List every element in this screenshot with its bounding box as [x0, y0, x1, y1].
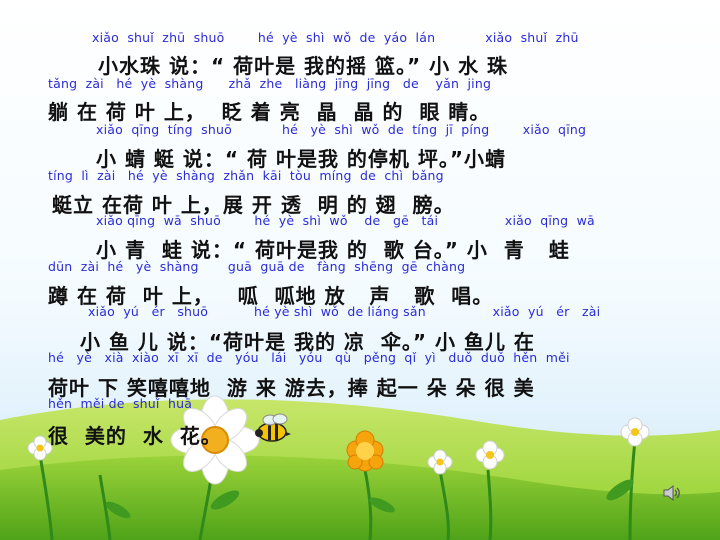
- pinyin-line: hé yè xià xiào xī xī de yóu lái yóu qù p…: [48, 350, 570, 365]
- leaves: [105, 479, 634, 519]
- pinyin-line: tǎng zài hé yè shàng zhǎ zhe liàng jīng …: [48, 76, 492, 91]
- flower-icon: [170, 395, 260, 485]
- pinyin-line: xiǎo qīng wā shuō hé yè shì wǒ de gē tái…: [96, 213, 595, 228]
- hanzi-line: 荷叶 下 笑嘻嘻地 游 来 游去，捧 起一 朵 朵 很 美: [48, 376, 535, 400]
- hanzi-line: 很 美的 水 花。: [48, 424, 222, 448]
- hanzi-line: 小 鱼 儿 说：“荷叶是 我的 凉 伞。” 小 鱼儿 在: [80, 330, 535, 354]
- pinyin-line: dūn zài hé yè shàng guā guā de fàng shēn…: [48, 259, 466, 274]
- hanzi-line: 蜓立 在荷 叶 上，展 开 透 明 的 翅 膀。: [52, 193, 455, 217]
- hanzi-line: 蹲 在 荷 叶 上， 呱 呱地 放 声 歌 唱。: [48, 284, 494, 308]
- speaker-icon[interactable]: [662, 483, 682, 503]
- pinyin-line: xiǎo qīng tíng shuō hé yè shì wǒ de tíng…: [96, 122, 587, 137]
- pinyin-line: xiǎo shuǐ zhū shuō hé yè shì wǒ de yáo l…: [92, 30, 579, 45]
- pinyin-line: hěn měi de shuǐ huā: [48, 396, 193, 411]
- hanzi-line: 躺 在 荷 叶 上， 眨 着 亮 晶 晶 的 眼 睛。: [48, 100, 491, 124]
- flower-icon: [27, 417, 650, 475]
- pinyin-line: tíng lì zài hé yè shàng zhǎn kāi tòu mín…: [48, 168, 444, 183]
- pinyin-line: xiǎo yú ér shuō hé yè shì wǒ de liáng sǎ…: [88, 304, 601, 319]
- hanzi-line: 小 蜻 蜓 说：“ 荷 叶是我 的停机 坪。”小蜻: [96, 147, 507, 171]
- hill-front: [0, 455, 720, 540]
- bee-icon: [255, 413, 291, 442]
- hanzi-line: 小水珠 说：“ 荷叶是 我的摇 篮。” 小 水 珠: [98, 54, 509, 78]
- flower-icon: [346, 430, 384, 472]
- hanzi-line: 小 青 蛙 说：“ 荷叶是我 的 歌 台。” 小 青 蛙: [96, 238, 570, 262]
